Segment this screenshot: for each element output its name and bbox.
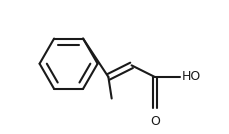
Text: O: O bbox=[149, 115, 159, 128]
Text: HO: HO bbox=[180, 70, 200, 83]
